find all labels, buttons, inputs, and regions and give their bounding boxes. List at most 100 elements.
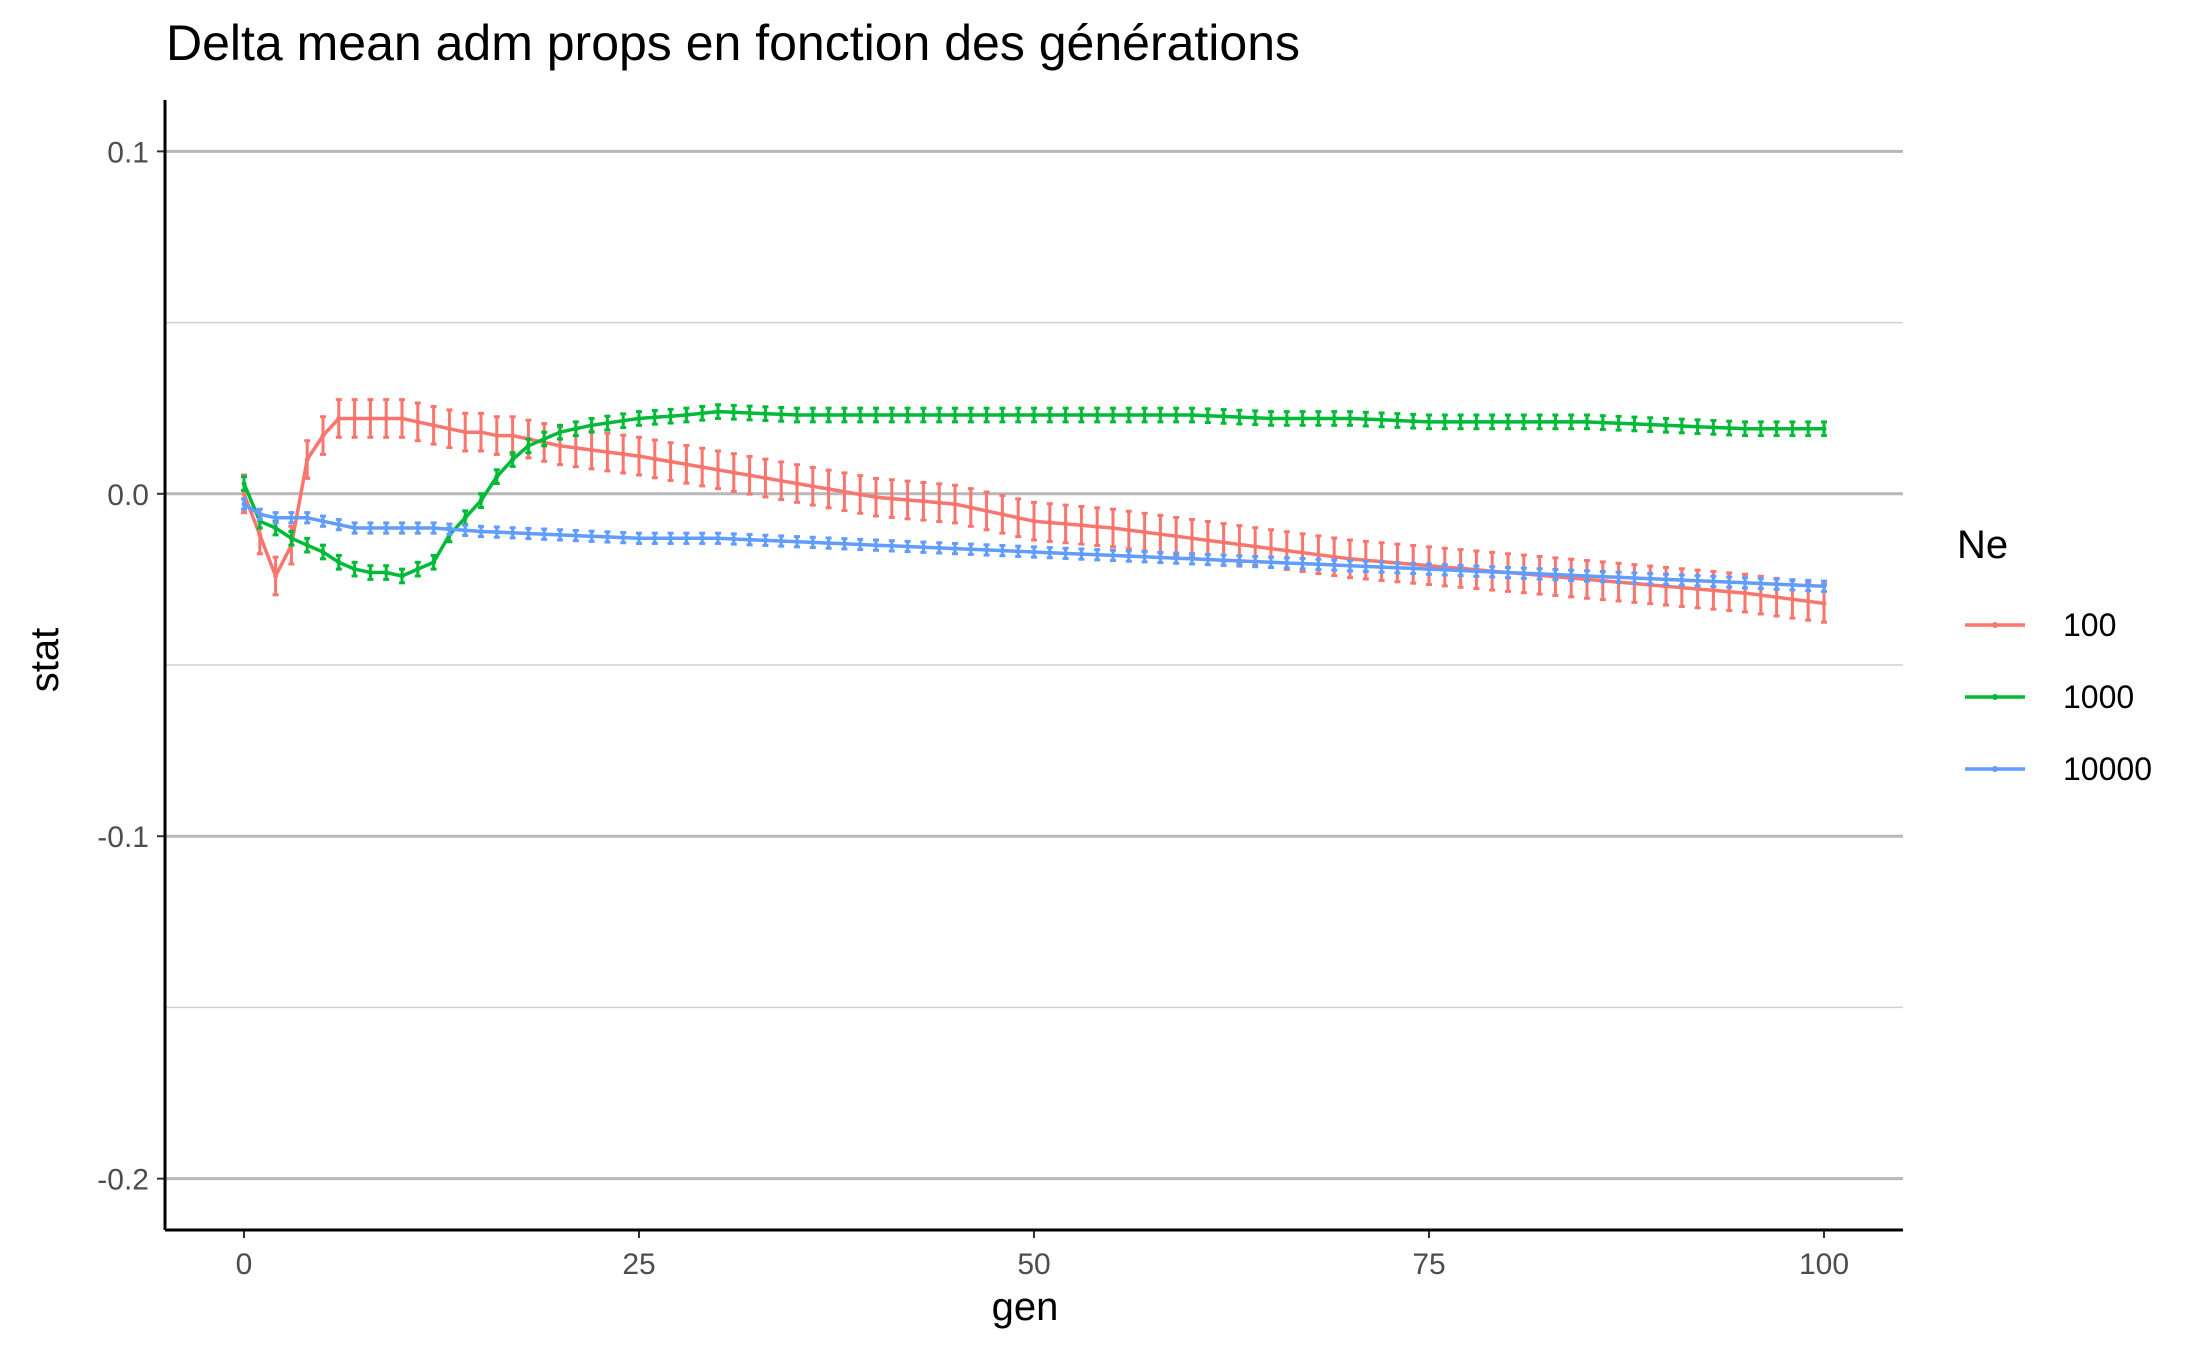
data-point bbox=[905, 412, 911, 418]
data-point bbox=[1521, 419, 1527, 425]
data-point bbox=[383, 570, 389, 576]
data-point bbox=[1489, 419, 1495, 425]
data-point bbox=[1252, 544, 1258, 550]
data-point bbox=[699, 410, 705, 416]
data-point bbox=[1205, 413, 1211, 419]
series-layer bbox=[241, 398, 1827, 624]
data-point bbox=[1789, 426, 1795, 432]
data-point bbox=[1331, 415, 1337, 421]
data-point bbox=[683, 412, 689, 418]
data-point bbox=[668, 459, 674, 465]
data-point bbox=[288, 535, 294, 541]
data-point bbox=[1063, 412, 1069, 418]
data-point bbox=[1821, 600, 1827, 606]
data-point bbox=[1505, 419, 1511, 425]
data-point bbox=[1616, 420, 1622, 426]
data-point bbox=[431, 559, 437, 565]
data-point bbox=[1663, 576, 1669, 582]
data-point bbox=[778, 478, 784, 484]
data-point bbox=[589, 447, 595, 453]
data-point bbox=[1110, 552, 1116, 558]
data-point bbox=[415, 566, 421, 572]
data-point bbox=[873, 412, 879, 418]
data-point bbox=[462, 429, 468, 435]
data-point bbox=[1078, 412, 1084, 418]
data-point bbox=[446, 526, 452, 532]
series-100 bbox=[241, 398, 1827, 624]
data-point bbox=[715, 409, 721, 415]
data-point bbox=[936, 545, 942, 551]
data-point bbox=[1426, 419, 1432, 425]
data-point bbox=[1695, 586, 1701, 592]
data-point bbox=[1284, 415, 1290, 421]
data-point bbox=[1126, 527, 1132, 533]
data-point bbox=[1631, 421, 1637, 427]
data-point bbox=[1442, 419, 1448, 425]
data-point bbox=[1774, 594, 1780, 600]
data-point bbox=[415, 419, 421, 425]
data-point bbox=[1584, 419, 1590, 425]
data-point bbox=[367, 525, 373, 531]
data-point bbox=[1363, 416, 1369, 422]
legend-label: 100 bbox=[2063, 607, 2116, 643]
series-1000 bbox=[241, 403, 1827, 585]
y-tick-label: 0.0 bbox=[107, 479, 149, 512]
data-point bbox=[1300, 561, 1306, 567]
data-point bbox=[1521, 570, 1527, 576]
data-point bbox=[731, 536, 737, 542]
data-point bbox=[510, 530, 516, 536]
data-point bbox=[668, 413, 674, 419]
data-point bbox=[778, 538, 784, 544]
data-point bbox=[683, 461, 689, 467]
series-10000 bbox=[241, 497, 1827, 593]
data-point bbox=[1157, 531, 1163, 537]
data-point bbox=[510, 457, 516, 463]
data-point bbox=[1268, 415, 1274, 421]
data-point bbox=[604, 534, 610, 540]
data-point bbox=[1315, 552, 1321, 558]
data-point bbox=[968, 504, 974, 510]
data-point bbox=[1379, 564, 1385, 570]
data-point bbox=[636, 535, 642, 541]
data-point bbox=[1173, 533, 1179, 539]
data-point bbox=[1268, 559, 1274, 565]
data-point bbox=[873, 494, 879, 500]
data-point bbox=[810, 539, 816, 545]
data-point bbox=[636, 453, 642, 459]
data-point bbox=[1505, 570, 1511, 576]
data-point bbox=[1489, 569, 1495, 575]
data-point bbox=[794, 412, 800, 418]
data-point bbox=[1568, 419, 1574, 425]
data-point bbox=[494, 529, 500, 535]
data-point bbox=[889, 543, 895, 549]
x-tick-label: 100 bbox=[1799, 1248, 1849, 1281]
data-point bbox=[1221, 413, 1227, 419]
data-point bbox=[367, 415, 373, 421]
data-point bbox=[1236, 414, 1242, 420]
data-point bbox=[794, 481, 800, 487]
data-point bbox=[1631, 575, 1637, 581]
data-point bbox=[1268, 546, 1274, 552]
data-point bbox=[573, 445, 579, 451]
data-point bbox=[1252, 559, 1258, 565]
data-point bbox=[1379, 417, 1385, 423]
legend-label: 10000 bbox=[2063, 751, 2152, 787]
x-tick-label: 50 bbox=[1017, 1248, 1050, 1281]
data-point bbox=[462, 527, 468, 533]
data-point bbox=[604, 420, 610, 426]
x-tick-label: 75 bbox=[1412, 1248, 1445, 1281]
data-point bbox=[478, 528, 484, 534]
data-point bbox=[1789, 596, 1795, 602]
data-point bbox=[399, 525, 405, 531]
data-point bbox=[747, 472, 753, 478]
data-point bbox=[1458, 567, 1464, 573]
data-point bbox=[1015, 515, 1021, 521]
data-point bbox=[699, 464, 705, 470]
data-point bbox=[620, 535, 626, 541]
data-point bbox=[1300, 550, 1306, 556]
data-point bbox=[1063, 550, 1069, 556]
data-point bbox=[715, 467, 721, 473]
data-point bbox=[1300, 415, 1306, 421]
data-point bbox=[1458, 419, 1464, 425]
data-point bbox=[320, 518, 326, 524]
